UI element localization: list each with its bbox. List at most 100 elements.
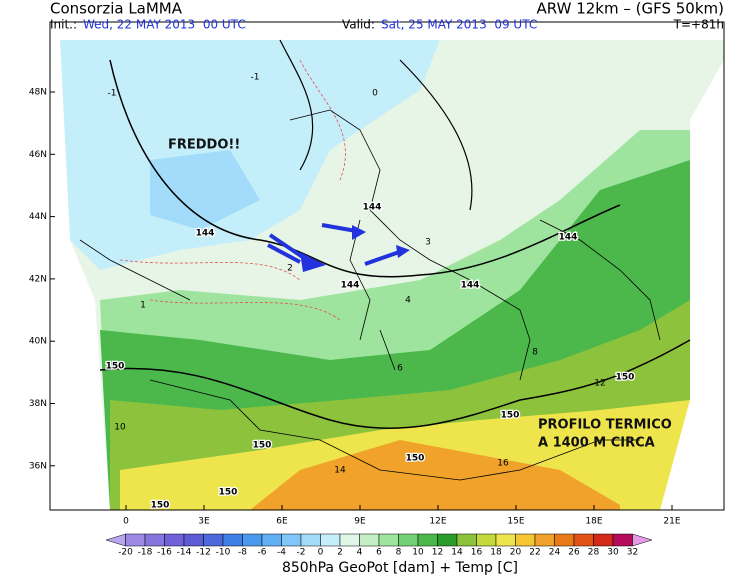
colorbar-box (378, 533, 399, 547)
colorbar-label: 14 (451, 548, 463, 558)
colorbar-box (242, 533, 263, 547)
contour-label: -1 (251, 73, 260, 83)
plot-frame (49, 21, 725, 511)
colorbar-label: -18 (138, 548, 153, 558)
contour-label: 150 (501, 411, 520, 421)
contour-label: 10 (114, 423, 126, 433)
contour-label: 16 (497, 459, 509, 469)
geopot-150 (99, 339, 691, 429)
colorbar-box (456, 533, 477, 547)
colorbar-box (339, 533, 360, 547)
contour-label: 150 (616, 373, 635, 383)
colorbar-box (261, 533, 282, 547)
colorbar-label: 24 (549, 548, 561, 558)
colorbar-box (300, 533, 321, 547)
colorbar-box (534, 533, 555, 547)
colorbar-label: -2 (297, 548, 306, 558)
colorbar-box (476, 533, 497, 547)
valid-label: Valid: (342, 18, 375, 32)
colorbar-label: 10 (412, 548, 424, 558)
colorbar-box (398, 533, 419, 547)
contour-label: 144 (461, 281, 480, 291)
colorbar-label: 28 (588, 548, 600, 558)
colorbar-label: -20 (118, 548, 133, 558)
contour-label: 12 (594, 379, 605, 389)
contour-label: 144 (341, 281, 360, 291)
map-field (50, 39, 724, 510)
colorbar-box (125, 533, 146, 547)
colorbar-end (632, 533, 653, 547)
lon-label: 18E (585, 517, 602, 527)
cold-core (150, 150, 260, 230)
colorbar-label: 22 (529, 548, 540, 558)
annotation: FREDDO!! (168, 138, 240, 153)
colorbar-box (203, 533, 224, 547)
colorbar-box (359, 533, 380, 547)
header-left: Consorzia LaMMA (50, 0, 183, 18)
annotation: A 1400 M CIRCA (538, 436, 655, 451)
contour-label: 144 (559, 233, 578, 243)
colorbar-box (573, 533, 594, 547)
colorbar-box (593, 533, 614, 547)
lon-label: 3E (198, 517, 210, 527)
contour-label: 2 (287, 264, 293, 274)
colorbar-box (222, 533, 243, 547)
colorbar-box (612, 533, 633, 547)
init-label: Init.: (50, 18, 77, 32)
colorbar-label: -12 (196, 548, 211, 558)
colorbar-label: 8 (396, 548, 402, 558)
colorbar-box (144, 533, 165, 547)
lat-label: 48N (29, 88, 47, 98)
colorbar-label: -4 (277, 548, 286, 558)
contour-label: 14 (334, 466, 346, 476)
contour-label: 4 (405, 296, 411, 306)
contour-label: 150 (151, 501, 170, 511)
colorbar-label: 20 (510, 548, 522, 558)
geopot-144 (109, 59, 621, 278)
lat-label: 46N (29, 150, 47, 160)
forecast-step: T=+81h (673, 18, 724, 32)
colorbar-box (183, 533, 204, 547)
wind-arrow (267, 223, 406, 266)
colorbar-box (281, 533, 302, 547)
colorbar-box (164, 533, 185, 547)
lon-label: 6E (276, 517, 288, 527)
colorbar-box (417, 533, 438, 547)
lon-label: 15E (507, 517, 524, 527)
colorbar-label: -16 (157, 548, 172, 558)
temp-contour (119, 59, 346, 321)
colorbar-box (554, 533, 575, 547)
colorbar-box (320, 533, 341, 547)
contour-label: 0 (372, 89, 378, 99)
init-time: Wed, 22 MAY 2013 00 UTC (83, 18, 246, 32)
lat-label: 36N (29, 461, 47, 471)
colorbar-label: 6 (376, 548, 382, 558)
valid-time: Sat, 25 MAY 2013 09 UTC (381, 18, 537, 32)
colorbar-label: -6 (258, 548, 267, 558)
lat-label: 44N (29, 212, 47, 222)
contour-label: 150 (406, 454, 425, 464)
lat-label: 42N (29, 274, 47, 284)
colorbar-label: 12 (432, 548, 443, 558)
colorbar-label: 16 (471, 548, 483, 558)
colorbar-box (515, 533, 536, 547)
colorbar-label: 26 (568, 548, 580, 558)
contour-label: 150 (106, 362, 125, 372)
band-16 (250, 440, 620, 510)
contour-label: 3 (425, 238, 431, 248)
contour-label: 1 (140, 301, 146, 311)
colorbar-label: -14 (177, 548, 192, 558)
lon-label: 21E (663, 517, 680, 527)
contour-label: -1 (108, 89, 117, 99)
geopot-contour (279, 39, 473, 211)
colorbar-label: 2 (337, 548, 343, 558)
contour-label: 8 (532, 348, 538, 358)
colorbar-label: -10 (216, 548, 231, 558)
lat-label: 40N (29, 337, 47, 347)
contour-label: 150 (219, 488, 238, 498)
annotation: PROFILO TERMICO (538, 418, 672, 433)
contour-label: 144 (196, 229, 215, 239)
colorbar-label: 4 (357, 548, 363, 558)
header-right: ARW 12km – (GFS 50km) (537, 0, 724, 18)
